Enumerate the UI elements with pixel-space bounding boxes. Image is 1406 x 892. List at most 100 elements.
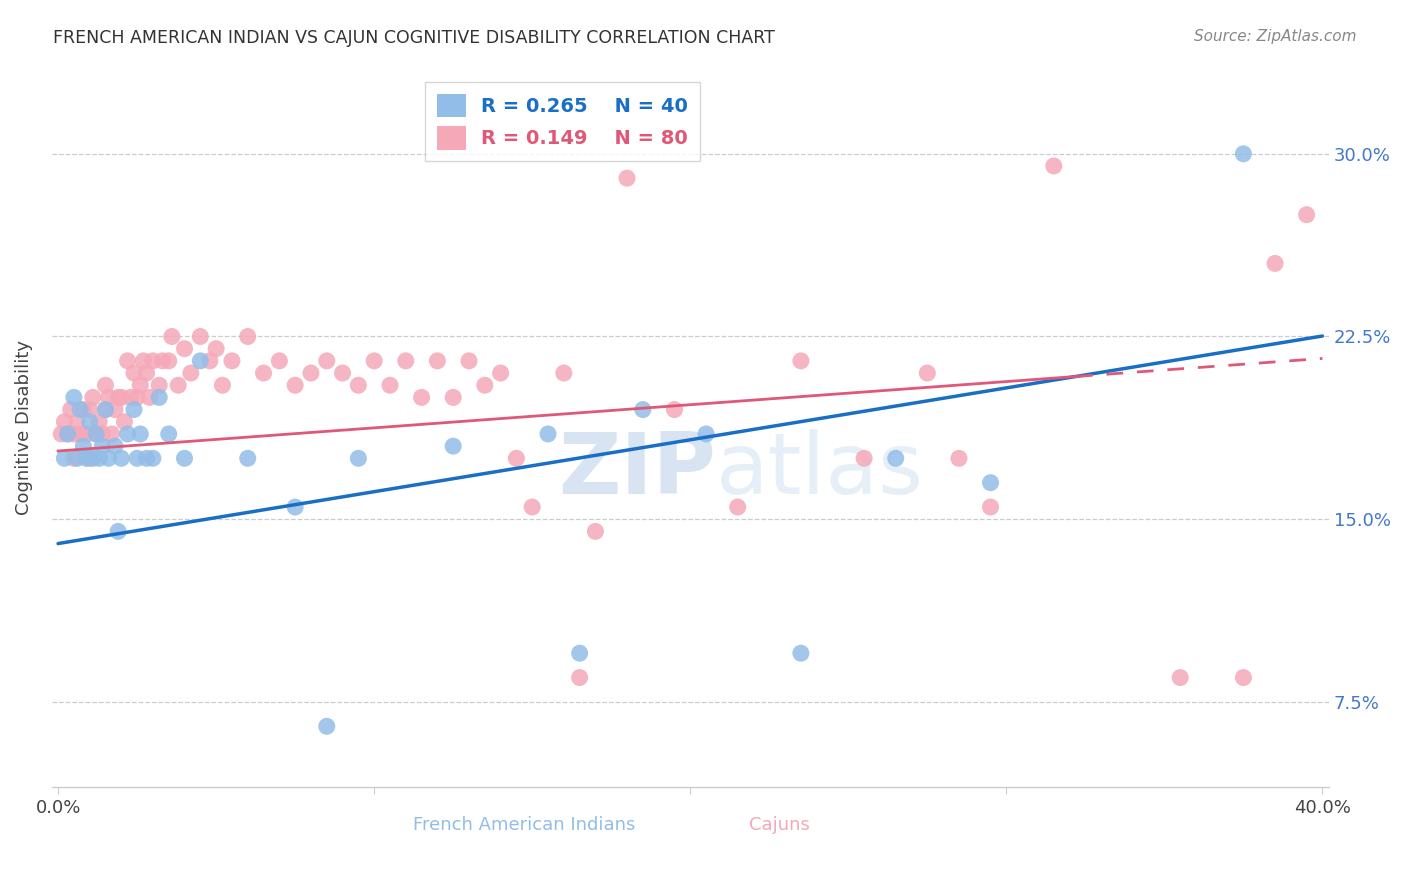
Point (315, 719, 337, 733)
Point (441, 391, 464, 405)
Point (79, 415, 101, 429)
Point (89, 415, 111, 429)
Point (97, 451, 120, 466)
Point (63, 426, 86, 441)
Text: Cajuns: Cajuns (749, 816, 810, 834)
Point (84, 426, 107, 441)
Point (205, 342, 228, 356)
Point (107, 524, 129, 539)
Point (395, 354, 418, 368)
Point (315, 354, 337, 368)
Point (853, 451, 876, 466)
Point (56, 426, 79, 441)
Point (150, 354, 173, 368)
Point (148, 391, 170, 405)
Point (72, 439, 94, 453)
Point (135, 451, 157, 466)
Point (489, 366, 512, 380)
Point (173, 451, 195, 466)
Point (553, 366, 575, 380)
Point (790, 354, 813, 368)
Point (236, 451, 259, 466)
Point (180, 366, 202, 380)
Point (114, 415, 136, 429)
Point (284, 378, 307, 392)
Point (122, 366, 145, 380)
Point (188, 329, 211, 343)
Point (917, 366, 939, 380)
Point (104, 402, 127, 417)
Point (66, 415, 89, 429)
Text: atlas: atlas (716, 429, 924, 513)
Point (53, 415, 76, 429)
Point (173, 342, 195, 356)
Point (104, 439, 127, 453)
Point (107, 391, 129, 405)
Point (94, 378, 117, 392)
Point (51, 426, 73, 441)
Point (426, 354, 449, 368)
Point (94, 402, 117, 417)
Point (299, 366, 322, 380)
Text: ZIP: ZIP (558, 429, 716, 513)
Point (110, 391, 132, 405)
Point (568, 646, 591, 660)
Point (157, 426, 180, 441)
Point (148, 378, 170, 392)
Point (790, 646, 813, 660)
Point (948, 451, 970, 466)
Point (63, 391, 86, 405)
Point (980, 500, 1002, 514)
Point (332, 366, 354, 380)
Point (616, 171, 638, 186)
Point (537, 426, 560, 441)
Point (101, 426, 124, 441)
Point (505, 451, 527, 466)
Point (76, 426, 98, 441)
Point (695, 426, 717, 441)
Point (269, 354, 291, 368)
Point (188, 354, 211, 368)
Point (138, 391, 160, 405)
Point (378, 378, 401, 392)
Point (1232, 146, 1254, 161)
Point (120, 391, 142, 405)
Point (53, 451, 76, 466)
Text: Source: ZipAtlas.com: Source: ZipAtlas.com (1194, 29, 1357, 44)
Point (664, 402, 686, 417)
Point (252, 366, 274, 380)
Point (458, 354, 481, 368)
Point (167, 378, 190, 392)
Point (79, 451, 101, 466)
Point (142, 451, 165, 466)
Point (284, 500, 307, 514)
Point (522, 500, 544, 514)
Point (135, 366, 157, 380)
Point (76, 451, 98, 466)
Point (66, 451, 89, 466)
Point (117, 354, 139, 368)
Point (129, 378, 152, 392)
Point (56, 426, 79, 441)
Point (474, 378, 496, 392)
Point (160, 329, 183, 343)
Point (1295, 208, 1317, 222)
Y-axis label: Cognitive Disability: Cognitive Disability (15, 341, 32, 516)
Point (363, 354, 385, 368)
Point (69, 402, 91, 417)
Point (211, 378, 233, 392)
Point (127, 391, 149, 405)
Point (97, 391, 120, 405)
Legend: R = 0.265    N = 40, R = 0.149    N = 80: R = 0.265 N = 40, R = 0.149 N = 80 (425, 82, 700, 161)
Point (411, 391, 433, 405)
Point (1168, 671, 1191, 685)
Point (236, 329, 259, 343)
Point (221, 354, 243, 368)
Point (122, 402, 145, 417)
Point (142, 354, 165, 368)
Point (91, 426, 114, 441)
Point (1264, 256, 1286, 270)
Point (198, 354, 221, 368)
Point (727, 500, 749, 514)
Point (89, 451, 111, 466)
